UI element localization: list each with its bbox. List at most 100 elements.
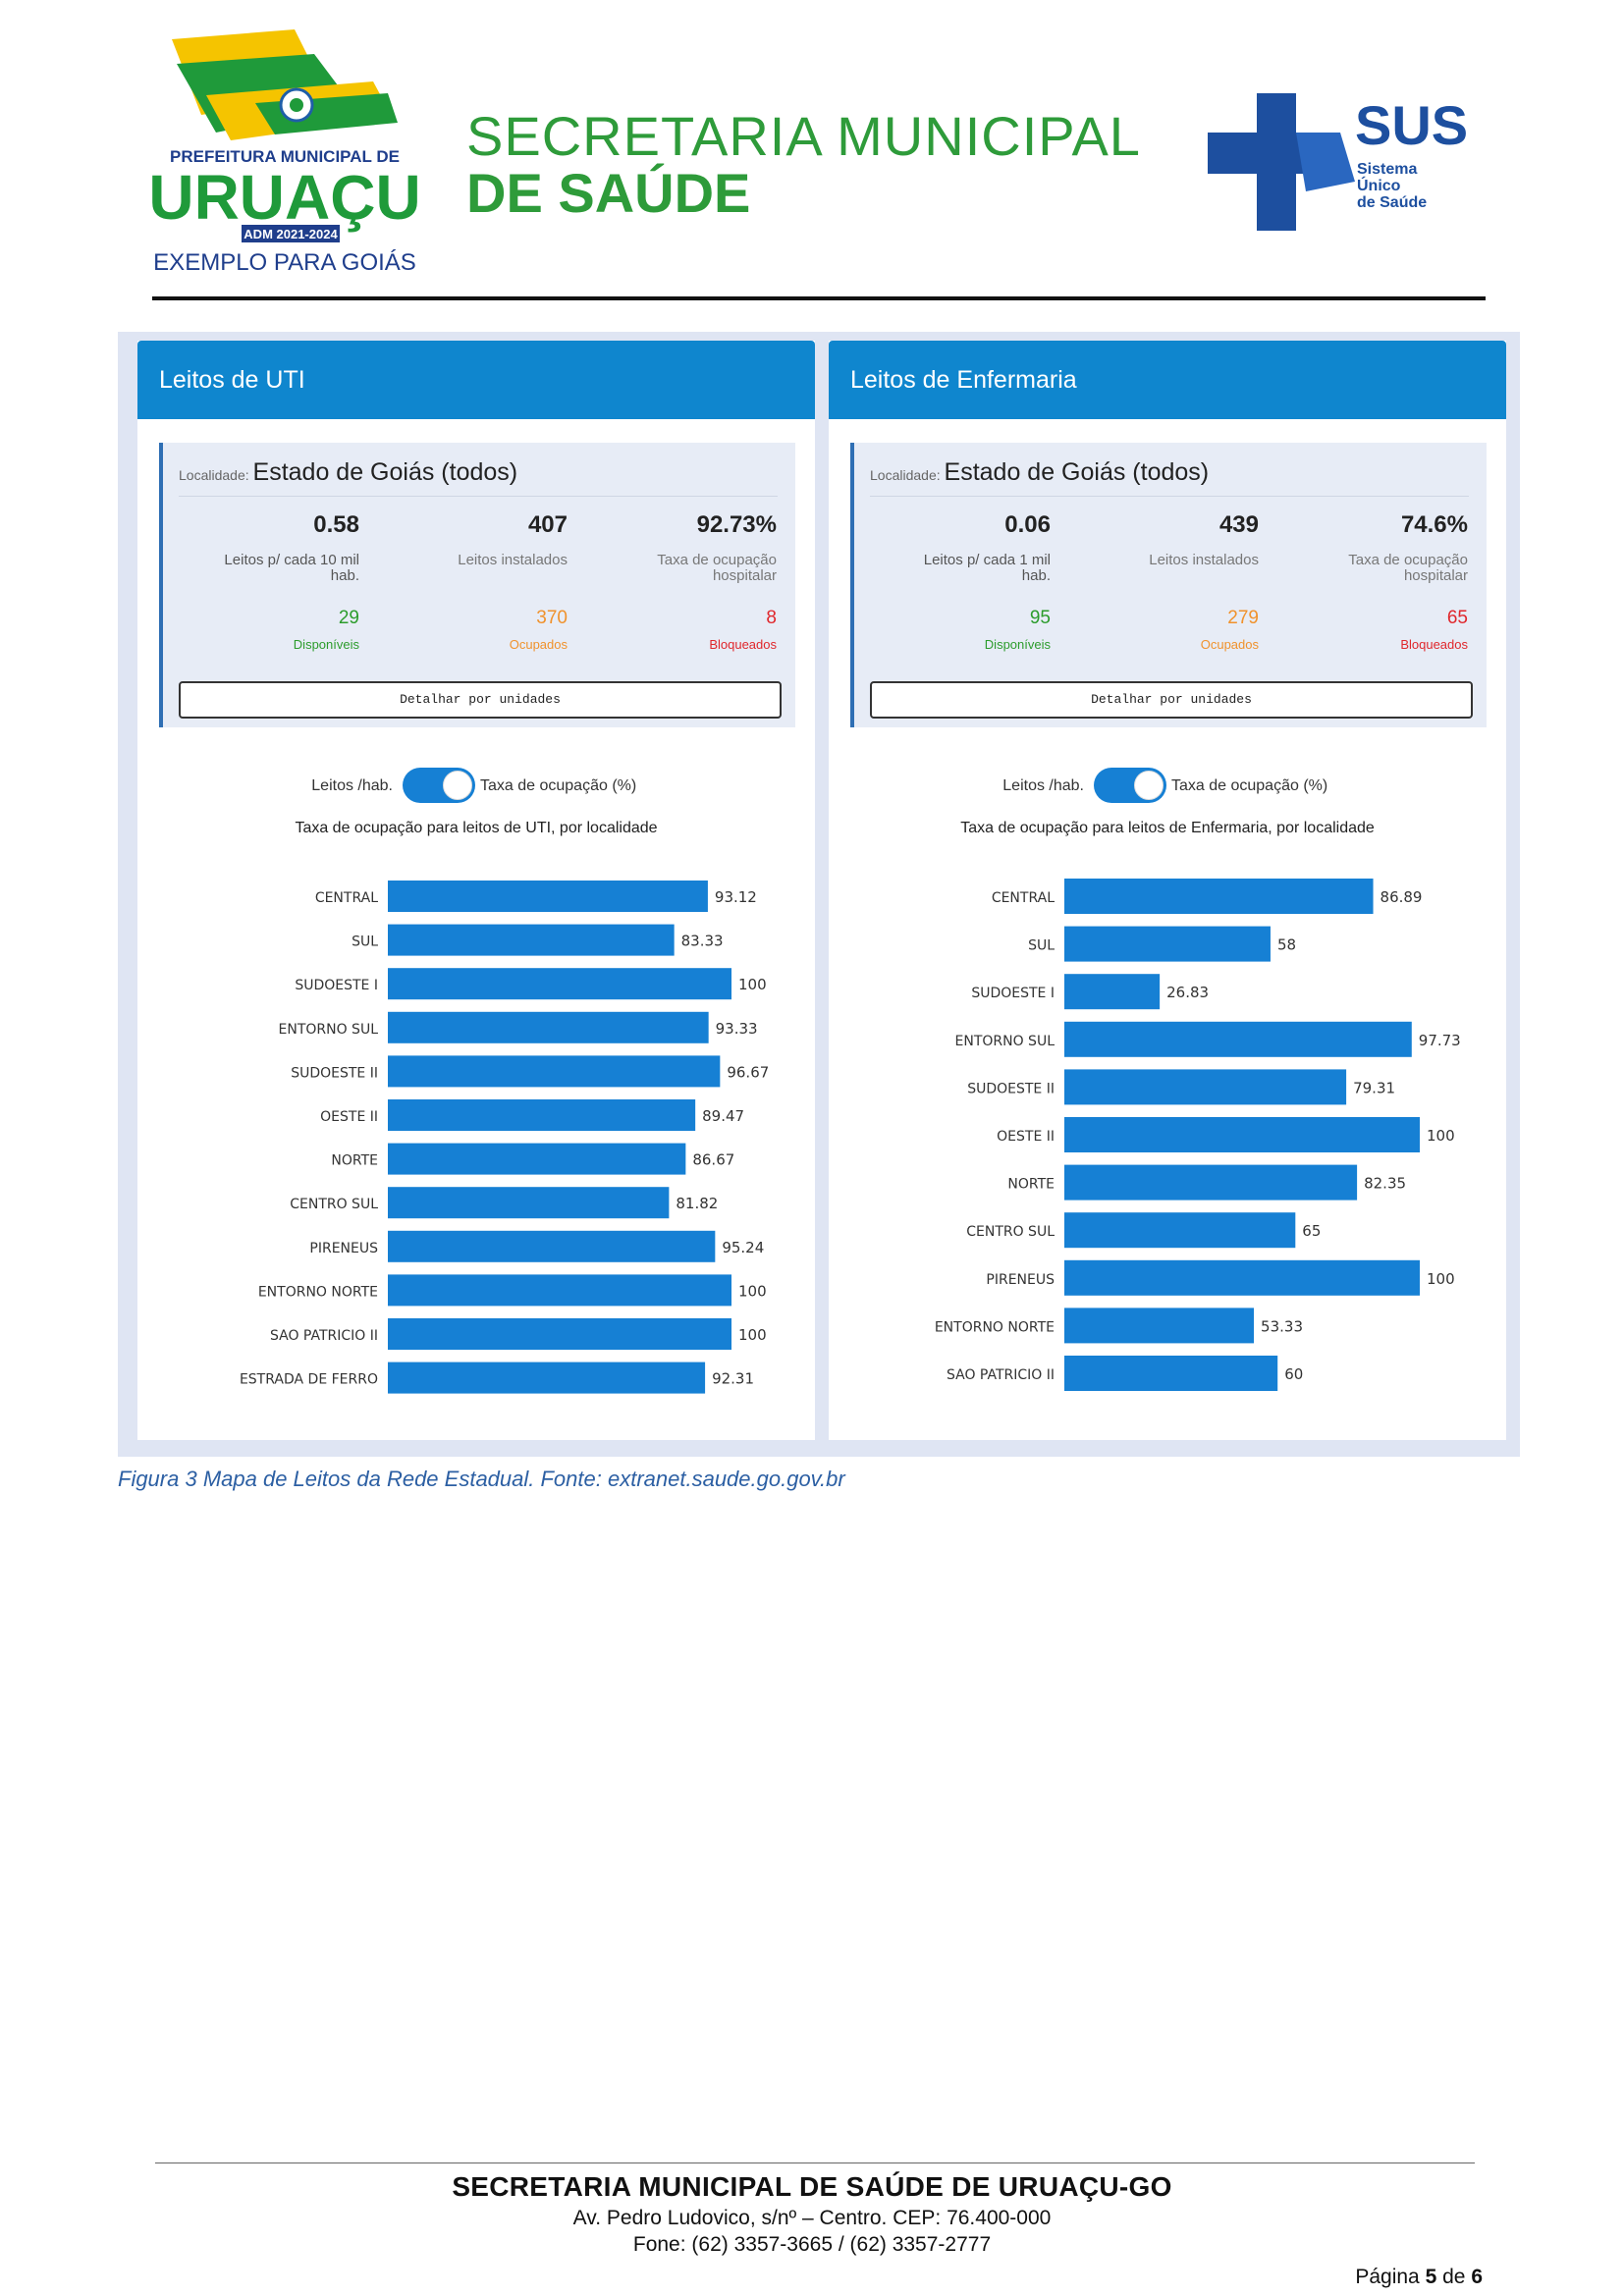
bar-category-label: SUDOESTE I [971, 986, 1055, 1001]
bar[interactable] [1064, 926, 1271, 962]
enf-location: Localidade: Estado de Goiás (todos) [870, 458, 1209, 487]
sus-logo: SUS Sistema Único de Saúde [1208, 93, 1468, 231]
count-label: Ocupados [509, 637, 568, 652]
panel-enf-title: Leitos de Enfermaria [850, 366, 1077, 394]
bar[interactable] [1064, 1069, 1347, 1105]
sus-line1: Sistema [1357, 161, 1417, 178]
stat-label: Taxa de ocupação hospitalar [580, 553, 777, 584]
count-label: Bloqueados [709, 637, 777, 652]
enf-location-value[interactable]: Estado de Goiás (todos) [944, 458, 1210, 486]
bar-value-label: 53.33 [1261, 1317, 1303, 1335]
stat-label-line: hab. [330, 567, 359, 584]
sus-line2: Único [1357, 176, 1401, 194]
logo-badge: ADM 2021-2024 [244, 227, 338, 241]
count-label: Disponíveis [293, 637, 359, 652]
bar-value-label: 96.67 [727, 1063, 769, 1081]
panel-uti: Leitos de UTI Localidade: Estado de Goiá… [137, 341, 815, 1440]
uti-location-value[interactable]: Estado de Goiás (todos) [252, 458, 518, 486]
stat-label: Taxa de ocupação hospitalar [1272, 553, 1468, 584]
bar-category-label: ENTORNO NORTE [935, 1319, 1055, 1335]
bar-value-label: 89.47 [702, 1107, 744, 1125]
uti-stat-installed: 407 Leitos instalados [371, 511, 568, 568]
secretaria-title-line2: DE SAÚDE [466, 162, 751, 224]
count-value: 29 [338, 608, 359, 628]
bar-value-label: 81.82 [676, 1195, 718, 1212]
page-of: de [1442, 2266, 1466, 2288]
bar[interactable] [388, 1143, 686, 1175]
panel-enfermaria: Leitos de Enfermaria Localidade: Estado … [829, 341, 1506, 1440]
bar-category-label: SAO PATRICIO II [270, 1328, 378, 1344]
toggle-label-left: Leitos /hab. [1002, 777, 1084, 794]
secretaria-title-line1: SECRETARIA MUNICIPAL [466, 105, 1141, 167]
uti-occupied: 370 Ocupados [371, 608, 568, 652]
bar[interactable] [1064, 1164, 1358, 1201]
stat-value: 0.06 [1004, 511, 1051, 538]
stat-label-line: Taxa de ocupação [1348, 552, 1468, 568]
uti-location-label: Localidade: [179, 467, 249, 483]
bar-category-label: CENTRAL [992, 890, 1055, 906]
bar-value-label: 83.33 [681, 933, 724, 950]
count-value: 8 [766, 608, 777, 628]
enf-chart-title: Taxa de ocupação para leitos de Enfermar… [960, 820, 1375, 836]
bar[interactable] [1064, 1021, 1412, 1057]
bar[interactable] [388, 1318, 731, 1350]
bar-value-label: 100 [738, 976, 767, 993]
uti-occupancy-chart: CENTRAL 93.12 SUL 83.33 SUDOESTE I 100 ENTORNO… [240, 881, 769, 1394]
bar-value-label: 100 [1427, 1127, 1455, 1145]
enf-location-label: Localidade: [870, 467, 941, 483]
uti-chart-title: Taxa de ocupação para leitos de UTI, por… [295, 820, 658, 836]
bar[interactable] [1064, 974, 1161, 1010]
page-prefix: Página [1355, 2266, 1420, 2288]
bar[interactable] [388, 1274, 731, 1307]
divider [179, 496, 778, 497]
bar[interactable] [388, 924, 675, 956]
bar-value-label: 86.89 [1380, 888, 1423, 906]
bar[interactable] [388, 881, 708, 912]
sus-line3: de Saúde [1357, 194, 1427, 211]
bar[interactable] [388, 1011, 709, 1043]
stat-label: Leitos instalados [458, 552, 568, 568]
bar[interactable] [1064, 1356, 1278, 1391]
bar[interactable] [1064, 1308, 1255, 1344]
bar-category-label: SUL [1028, 938, 1055, 954]
footer-phone: Fone: (62) 3357-3665 / (62) 3357-2777 [632, 2233, 992, 2256]
bar[interactable] [388, 1362, 706, 1394]
enf-occupied: 279 Ocupados [1062, 608, 1259, 652]
bar-category-label: OESTE II [320, 1109, 378, 1125]
uti-metric-toggle-row: Leitos /hab. Taxa de ocupação (%) [137, 768, 815, 803]
stat-value: 74.6% [1400, 511, 1468, 538]
enf-metric-toggle[interactable] [1094, 768, 1166, 803]
uti-detail-button[interactable]: Detalhar por unidades [179, 681, 782, 719]
bar-category-label: PIRENEUS [986, 1272, 1055, 1288]
stat-label-line: Leitos p/ cada 1 mil [923, 552, 1051, 568]
stat-value: 92.73% [696, 511, 777, 538]
stat-label-line: Taxa de ocupação [657, 552, 777, 568]
bar-value-label: 79.31 [1353, 1079, 1395, 1096]
bar-category-label: PIRENEUS [309, 1241, 378, 1256]
figure-caption: Figura 3 Mapa de Leitos da Rede Estadual… [118, 1467, 845, 1491]
bar[interactable] [1064, 1212, 1296, 1249]
enf-occupancy-chart: CENTRAL 86.89 SUL 58 SUDOESTE I 26.83 ENTORNO … [935, 879, 1461, 1391]
bar-value-label: 92.31 [712, 1370, 754, 1388]
bar-value-label: 95.24 [722, 1239, 764, 1256]
bar[interactable] [388, 1230, 716, 1262]
bar-value-label: 65 [1302, 1222, 1321, 1240]
toggle-knob [1134, 771, 1164, 800]
uti-metric-toggle[interactable] [403, 768, 475, 803]
stat-label: Leitos instalados [1149, 552, 1259, 568]
uti-available: 29 Disponíveis [163, 608, 359, 652]
bar[interactable] [388, 1099, 696, 1131]
bar[interactable] [388, 1187, 670, 1219]
enf-detail-button[interactable]: Detalhar por unidades [870, 681, 1473, 719]
bar-category-label: OESTE II [997, 1129, 1055, 1145]
bar-category-label: CENTRO SUL [290, 1197, 378, 1212]
secretaria-title: SECRETARIA MUNICIPAL DE SAÚDE [466, 108, 1141, 222]
bar[interactable] [388, 1055, 721, 1088]
logo-name: URUAÇU [148, 162, 420, 233]
count-value: 370 [536, 608, 568, 628]
bar[interactable] [388, 968, 731, 1000]
bar[interactable] [1064, 1117, 1420, 1152]
bar[interactable] [1064, 1259, 1420, 1296]
count-label: Ocupados [1200, 637, 1259, 652]
bar[interactable] [1064, 879, 1374, 914]
